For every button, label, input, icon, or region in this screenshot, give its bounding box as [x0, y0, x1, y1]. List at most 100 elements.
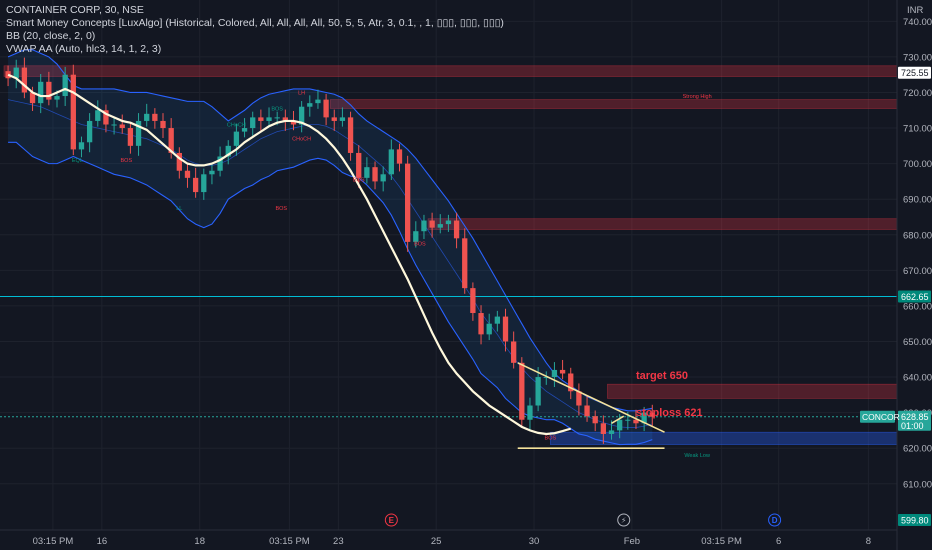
vwap-line	[7, 73, 572, 436]
time-tick-label: 8	[866, 536, 871, 547]
candle-body	[233, 131, 240, 146]
candle-body	[617, 419, 623, 431]
legend-vwap-indicator[interactable]: VWAP AA (Auto, hlc3, 14, 1, 2, 3)	[6, 43, 162, 55]
legend-title[interactable]: CONTAINER CORP, 30, NSE	[6, 4, 144, 16]
legend-smc-indicator[interactable]: Smart Money Concepts [LuxAlgo] (Historic…	[6, 17, 504, 29]
smc-label: Weak Low	[684, 453, 710, 459]
candle-body	[307, 103, 313, 107]
candle-body	[62, 74, 68, 97]
earnings-event-label: E	[389, 516, 395, 525]
bb-basis-line	[7, 99, 653, 428]
trendline	[517, 362, 665, 433]
candle-body	[274, 117, 280, 119]
smc-label: LL	[176, 206, 182, 212]
chart-annotation: stoploss 621	[636, 407, 703, 419]
candle-body	[184, 170, 191, 178]
candle-body	[201, 174, 207, 193]
candle-body	[502, 316, 509, 342]
candle-body	[364, 167, 370, 178]
candle-body	[21, 67, 28, 93]
price-tick-label: 740.00	[903, 17, 932, 28]
candle-body	[152, 113, 158, 121]
candle-body	[176, 152, 182, 171]
price-tick-label: 640.00	[903, 373, 932, 384]
candle-body	[437, 224, 443, 228]
candle-body	[576, 391, 582, 406]
price-tick-label: 620.00	[903, 444, 932, 455]
candle-body	[46, 81, 52, 100]
smc-label: BOS	[353, 177, 365, 183]
currency-label: INR	[907, 5, 924, 16]
candle-body	[462, 238, 468, 289]
candle-body	[551, 369, 558, 378]
price-tag-bg	[898, 410, 931, 431]
candle-body	[453, 220, 460, 239]
split-event-icon	[617, 513, 631, 527]
candle-body	[298, 106, 305, 125]
price-tick-label: 730.00	[903, 52, 932, 63]
candle-body	[600, 423, 607, 434]
time-tick-label: 25	[431, 536, 442, 547]
candle-body	[641, 412, 647, 424]
chart-annotation: target 650	[636, 370, 688, 382]
price-tick-label: 660.00	[903, 301, 932, 312]
price-tag-bg	[898, 66, 931, 79]
candle-body	[543, 377, 549, 379]
price-tag-text: 662.65	[901, 292, 929, 302]
horizontal-price-lines	[0, 295, 897, 418]
candle-body	[559, 369, 566, 374]
trendlines	[517, 362, 665, 449]
smc-label: BOS	[545, 435, 557, 441]
candle-body	[339, 117, 346, 121]
candle-body	[478, 313, 484, 335]
price-tick-label: 650.00	[903, 337, 932, 348]
candle-body	[54, 96, 60, 100]
time-tick-label: 03:15 PM	[269, 536, 310, 547]
price-axis-background	[897, 0, 932, 550]
countdown-text: 01:00	[901, 421, 924, 431]
price-tick-label: 670.00	[903, 266, 932, 277]
candle-body	[608, 430, 615, 434]
dividend-event-icon	[768, 513, 782, 527]
candle-body	[282, 117, 288, 121]
candle-body	[290, 120, 297, 125]
candle-body	[209, 170, 215, 175]
supply-zone	[3, 65, 902, 77]
candle-body	[192, 177, 199, 193]
price-tick-label: 690.00	[903, 195, 932, 206]
symbol-tag-text: CONCOR	[862, 412, 900, 422]
price-tag-text: 628.85	[901, 412, 929, 422]
candle-body	[135, 120, 142, 146]
candle-body	[13, 67, 19, 79]
legend-bb-indicator[interactable]: BB (20, close, 2, 0)	[6, 30, 96, 42]
candle-body	[584, 405, 590, 417]
candle-body	[95, 110, 101, 121]
candle-body	[347, 117, 354, 153]
candle-body	[119, 124, 125, 129]
smc-label: Strong High	[683, 94, 712, 100]
candle-body	[625, 419, 631, 421]
smc-label: BOS	[275, 206, 287, 212]
candle-body	[258, 117, 264, 121]
candle-body	[323, 99, 329, 118]
bb-upper-line	[7, 49, 653, 412]
candle-body	[38, 81, 44, 104]
candle-body	[519, 362, 525, 420]
candle-body	[413, 231, 419, 242]
candle-body	[70, 74, 76, 150]
time-axis[interactable]: 03:15 PM 16 18 03:15 PM 23 25 30 Feb 03:15 PM 6 8	[0, 529, 897, 547]
smc-label: LH	[298, 90, 305, 96]
candle-body	[372, 167, 378, 182]
candle-body	[225, 145, 231, 157]
vwap-path	[7, 73, 572, 436]
candlesticks	[5, 57, 655, 444]
smc-label: EQL	[72, 158, 83, 164]
price-tag-bg	[898, 514, 931, 527]
time-tick-label: 18	[194, 536, 205, 547]
price-tag-text: 599.80	[901, 515, 929, 525]
price-tick-label: 700.00	[903, 159, 932, 170]
candle-body	[241, 128, 248, 132]
